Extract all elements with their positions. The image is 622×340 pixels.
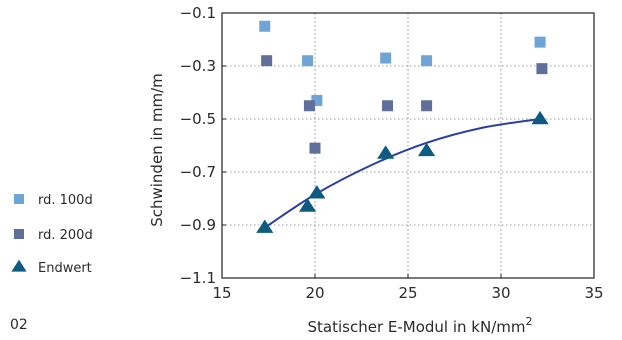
data-point-triangle: [308, 185, 326, 199]
data-point-square: [382, 100, 394, 112]
legend: rd. 100d rd. 200d Endwert: [11, 193, 93, 276]
grid: [221, 12, 595, 279]
data-point-square: [302, 55, 314, 67]
y-axis-ticks: −0.1 −0.3 −0.5 −0.7 −0.9 −1.1: [180, 4, 226, 287]
data-point-square: [259, 20, 271, 32]
data-point-square: [421, 100, 433, 112]
legend-marker: [11, 259, 27, 272]
y-tick-label: −0.7: [180, 163, 216, 181]
y-tick-label: −0.9: [180, 216, 216, 234]
data-point-square: [309, 142, 321, 154]
data-point-square: [421, 55, 433, 67]
x-axis-title-text: Statischer E-Modul in kN/mm: [308, 318, 526, 336]
y-tick-label: −1.1: [180, 269, 216, 287]
y-tick-label: −0.1: [180, 4, 216, 22]
x-tick-label: 25: [398, 284, 417, 302]
legend-label: rd. 200d: [38, 228, 93, 243]
legend-marker: [14, 229, 24, 239]
data-points: [256, 20, 549, 233]
y-tick-label: −0.3: [180, 57, 216, 75]
figure-number: 02: [10, 317, 28, 333]
data-point-triangle: [531, 110, 549, 125]
data-point-triangle: [418, 142, 436, 157]
x-tick-label: 35: [584, 284, 603, 302]
series-rd-100d: [259, 20, 546, 106]
x-tick-label: 15: [212, 284, 231, 302]
data-point-square: [380, 52, 392, 64]
series-rd-200d: [261, 55, 548, 154]
legend-label: Endwert: [38, 261, 92, 276]
x-axis-title: Statischer E-Modul in kN/mm2: [308, 315, 533, 336]
legend-label: rd. 100d: [38, 193, 93, 208]
data-point-square: [536, 63, 548, 75]
legend-marker: [14, 194, 24, 204]
y-tick-label: −0.5: [180, 110, 216, 128]
data-point-triangle: [256, 219, 274, 233]
data-point-square: [261, 55, 273, 67]
x-axis-title-superscript: 2: [525, 315, 532, 328]
y-axis-title: Schwinden in mm/m: [148, 73, 166, 227]
x-tick-label: 20: [305, 284, 324, 302]
data-point-square: [311, 94, 323, 106]
data-point-triangle: [377, 145, 395, 159]
data-point-square: [303, 100, 315, 112]
data-point-square: [534, 36, 546, 48]
data-point-triangle: [299, 198, 317, 212]
x-tick-label: 30: [491, 284, 510, 302]
series-endwert: [256, 110, 549, 233]
x-axis-ticks: 15 20 25 30 35: [212, 274, 604, 302]
